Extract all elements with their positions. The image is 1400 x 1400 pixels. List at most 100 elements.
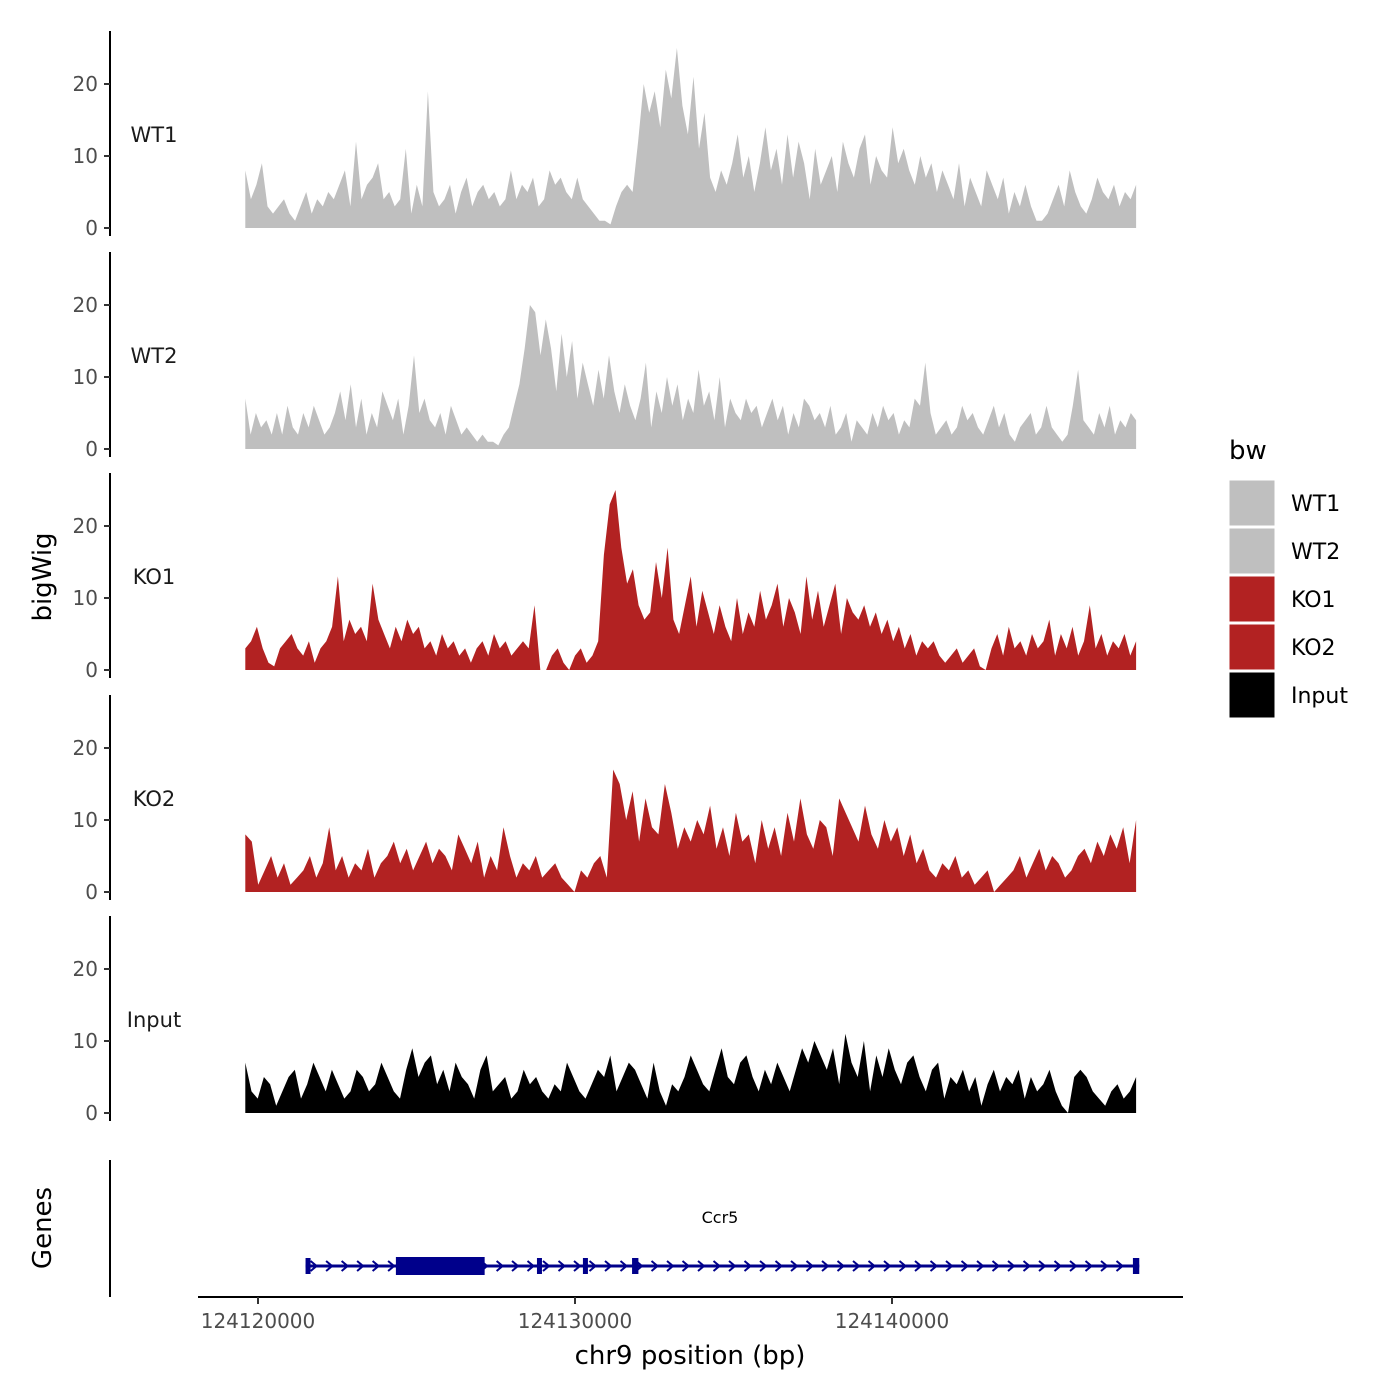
strand-arrow: [604, 1260, 613, 1272]
strand-arrow: [929, 1260, 939, 1272]
strand-arrow: [511, 1260, 520, 1272]
y-axis-title: bigWig: [28, 532, 58, 621]
legend-swatch-ko2: [1228, 623, 1276, 671]
strand-arrow: [743, 1260, 753, 1272]
strand-arrow: [790, 1260, 799, 1272]
strand-arrow: [573, 1260, 582, 1272]
y-tick-label: 20: [73, 293, 98, 317]
strand-arrow: [759, 1260, 768, 1272]
strand-arrow: [697, 1260, 706, 1272]
y-tick-label: 0: [85, 1101, 98, 1125]
gene-exon: [632, 1258, 639, 1274]
strand-arrow: [852, 1260, 861, 1272]
strand-arrow: [1069, 1260, 1078, 1272]
strand-arrow: [340, 1260, 350, 1272]
y-tick-label: 10: [73, 365, 98, 389]
strand-arrow: [650, 1260, 660, 1272]
strand-arrow: [1007, 1260, 1016, 1272]
x-axis: 124120000 124130000 124140000: [198, 1296, 1183, 1333]
area-series-input: [245, 1033, 1137, 1113]
track-panel-wt1: 0 10 20 WT1: [73, 31, 1137, 240]
strand-arrow: [976, 1260, 985, 1272]
strand-arrow: [666, 1260, 675, 1272]
track-panels: 0 10 20 WT1 0 10 20 WT2 0 10 20 KO1 0 10 20 KO2 0 10 20 Inp…: [73, 31, 1137, 1125]
strand-arrow: [371, 1260, 381, 1272]
track-label: KO2: [133, 787, 176, 811]
strand-arrow: [1053, 1260, 1063, 1272]
strand-arrow: [588, 1260, 598, 1272]
legend: bw WT1 WT2 KO1 KO2 Input: [1228, 436, 1348, 719]
y-tick-label: 0: [85, 216, 98, 240]
legend-swatch-ko1: [1228, 575, 1276, 623]
strand-arrow: [1084, 1260, 1094, 1272]
strand-arrow: [325, 1260, 334, 1272]
strand-arrow: [557, 1260, 567, 1272]
strand-arrow: [1100, 1260, 1109, 1272]
y-tick-label: 20: [73, 514, 98, 538]
x-tick-label: 124140000: [835, 1309, 950, 1333]
strand-arrow: [945, 1260, 954, 1272]
strand-arrow: [914, 1260, 923, 1272]
gene-track: [305, 1257, 1140, 1275]
track-panel-ko2: 0 10 20 KO2: [73, 695, 1137, 904]
strand-arrow: [387, 1260, 396, 1272]
strand-arrow: [1022, 1260, 1032, 1272]
track-panel-wt2: 0 10 20 WT2: [73, 252, 1137, 461]
y-tick-label: 20: [73, 72, 98, 96]
legend-title: bw: [1229, 436, 1267, 466]
x-tick-label: 124130000: [518, 1309, 633, 1333]
legend-swatch-wt2: [1228, 527, 1276, 575]
strand-arrow: [542, 1260, 551, 1272]
area-series-wt1: [245, 48, 1137, 228]
strand-arrow: [836, 1260, 846, 1272]
legend-entries: WT1 WT2 KO1 KO2 Input: [1228, 479, 1348, 719]
y-tick-label: 10: [73, 1029, 98, 1053]
strand-arrow: [867, 1260, 877, 1272]
track-label: KO1: [133, 565, 176, 589]
y-tick-label: 0: [85, 658, 98, 682]
track-label: Input: [127, 1008, 181, 1032]
legend-swatch-input: [1228, 671, 1276, 719]
gene-exon: [305, 1258, 311, 1274]
strand-arrow: [712, 1260, 722, 1272]
legend-label-wt1: WT1: [1291, 492, 1340, 517]
gene-exon: [582, 1258, 588, 1274]
area-series-wt2: [245, 305, 1137, 449]
legend-label-input: Input: [1291, 684, 1348, 709]
area-series-ko2: [245, 769, 1137, 892]
strand-arrow: [883, 1260, 892, 1272]
legend-label-ko2: KO2: [1291, 636, 1336, 661]
y-tick-label: 10: [73, 144, 98, 168]
x-tick-label: 124120000: [201, 1309, 316, 1333]
strand-arrow: [898, 1260, 908, 1272]
strand-arrow: [1115, 1260, 1125, 1272]
y-tick-label: 20: [73, 736, 98, 760]
legend-label-wt2: WT2: [1291, 540, 1340, 565]
y-tick-label: 10: [73, 586, 98, 610]
strand-arrow: [728, 1260, 737, 1272]
strand-arrow: [821, 1260, 830, 1272]
strand-arrow: [1038, 1260, 1047, 1272]
strand-arrow: [526, 1260, 536, 1272]
track-label: WT2: [131, 344, 178, 368]
track-label: WT1: [131, 123, 178, 147]
gene-name-label: Ccr5: [702, 1208, 739, 1227]
genes-axis-title: Genes: [28, 1187, 58, 1269]
gene-exon: [536, 1258, 542, 1274]
strand-arrow: [309, 1260, 319, 1272]
y-tick-label: 10: [73, 808, 98, 832]
strand-arrow: [495, 1260, 505, 1272]
legend-label-ko1: KO1: [1291, 588, 1336, 613]
area-series-ko1: [245, 490, 1137, 670]
strand-arrow: [681, 1260, 691, 1272]
gene-exon: [1132, 1258, 1140, 1274]
y-tick-label: 20: [73, 957, 98, 981]
legend-swatch-wt1: [1228, 479, 1276, 527]
x-axis-title: chr9 position (bp): [575, 1341, 806, 1371]
track-panel-ko1: 0 10 20 KO1: [73, 473, 1137, 682]
strand-arrow: [356, 1260, 365, 1272]
strand-arrow: [619, 1260, 629, 1272]
gene-exon: [395, 1257, 485, 1275]
strand-arrow: [991, 1260, 1001, 1272]
